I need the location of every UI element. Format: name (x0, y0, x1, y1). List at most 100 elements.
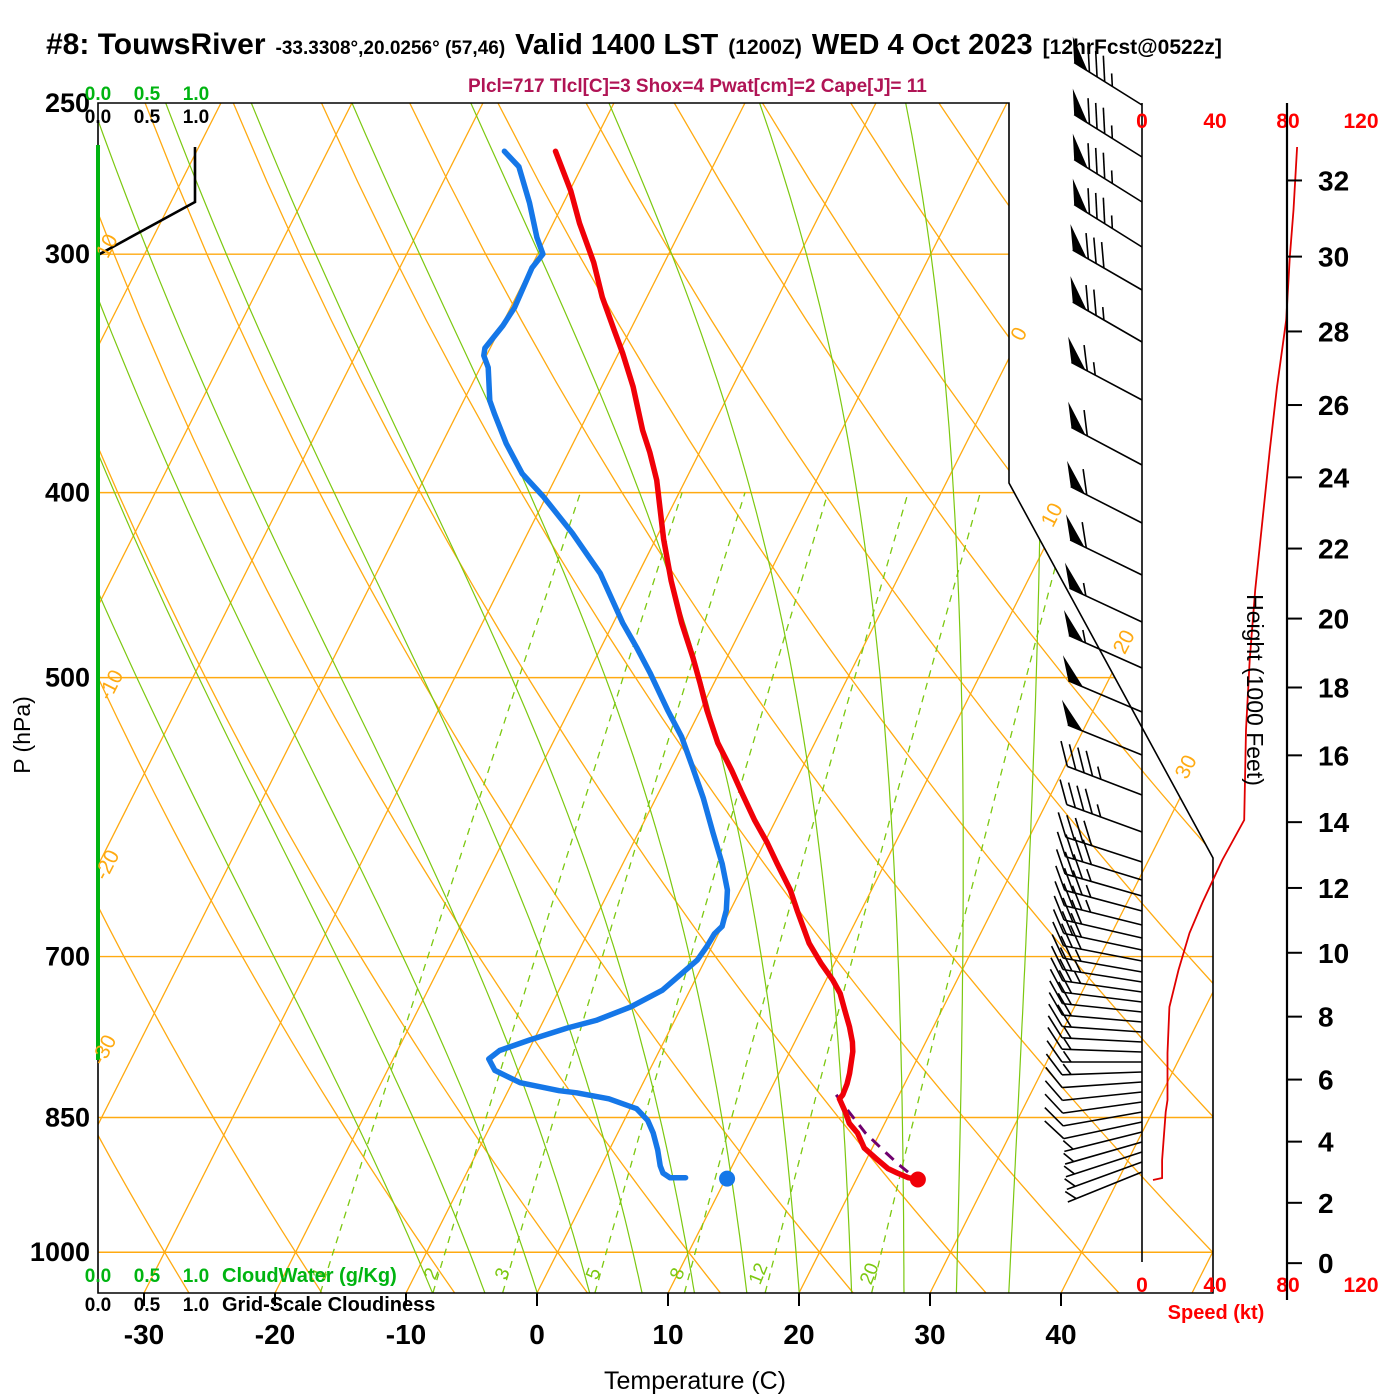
height-tick-label: 20 (1318, 604, 1349, 635)
height-tick-label: 26 (1318, 390, 1349, 421)
barb-full (1052, 921, 1065, 947)
speed-tick-label-top: 40 (1203, 110, 1226, 133)
valid-time: Valid 1400 LST (515, 29, 719, 61)
barb-shaft (1065, 1151, 1143, 1178)
barb-full (1083, 820, 1093, 846)
barb-full (1084, 788, 1093, 815)
barb-full (1071, 885, 1083, 911)
barb-half (1073, 971, 1082, 984)
mixing-ratio-line (683, 492, 909, 1293)
mixing-ratio-label: 2 (420, 1265, 443, 1283)
barb-full (1060, 923, 1074, 948)
cloudiness-scale-bottom: 0.5 (134, 1295, 161, 1316)
barb-full (1059, 947, 1073, 972)
barb-shaft (1070, 361, 1143, 401)
barb-full (1074, 817, 1084, 844)
barb-shaft (1064, 1141, 1143, 1165)
mixing-ratio-label: 8 (666, 1265, 689, 1283)
surface-dewpoint-point (719, 1170, 736, 1187)
barb-shaft (1062, 1002, 1143, 1013)
barb-shaft (1064, 1131, 1143, 1153)
moist-adiabat-line (98, 103, 433, 1293)
barb-full (1063, 867, 1075, 893)
barb-pennant (1072, 178, 1088, 214)
barb-shaft (1064, 873, 1143, 897)
isotherm-line (274, 103, 877, 1293)
isotherm-line (98, 103, 353, 1293)
barb-full (1058, 981, 1073, 1005)
isotherm-label: 10 (1037, 499, 1068, 530)
barb-full (1083, 344, 1089, 371)
mixing-ratio-label: 20 (856, 1260, 883, 1287)
pressure-tick-label: 500 (45, 663, 90, 693)
moist-adiabat-line (470, 103, 800, 1293)
barb-shaft (1064, 904, 1143, 926)
barb-full (1072, 870, 1083, 896)
barb-half (1096, 804, 1102, 818)
cloudiness-scale-bottom: 0.0 (85, 1295, 111, 1316)
barb-shaft (1066, 803, 1143, 833)
barb-full (1047, 1026, 1063, 1050)
barb-full (1076, 785, 1085, 812)
barb-half (1097, 766, 1102, 780)
barb-half (1064, 1178, 1076, 1187)
barb-shaft (1073, 113, 1143, 158)
barb-full (1045, 1053, 1063, 1076)
barb-half (1062, 1063, 1072, 1075)
surface-temperature-point (909, 1171, 926, 1188)
pressure-tick-label: 700 (45, 942, 90, 972)
height-tick-label: 30 (1318, 242, 1349, 273)
barb-half (1110, 215, 1114, 229)
barb-shaft (1062, 1081, 1143, 1089)
barb-half (1110, 125, 1114, 139)
barb-full (1094, 147, 1098, 174)
cloudiness-scale-top: 0.5 (134, 107, 161, 128)
height-tick-label: 10 (1318, 938, 1349, 969)
barb-pennant (1070, 224, 1087, 258)
dry-adiabat-line (409, 103, 1213, 1293)
barb-shaft (1063, 1121, 1143, 1140)
pressure-tick-label: 400 (45, 478, 90, 508)
speed-tick-label-bottom: 40 (1203, 1274, 1226, 1297)
temperature-tick-label: -30 (124, 1319, 164, 1350)
barb-full (1102, 152, 1106, 179)
parcel-path (834, 1093, 916, 1179)
chart-title: #8: TouwsRiver -33.3308°,20.0256° (57,46)… (46, 28, 1386, 62)
barb-shaft (1063, 932, 1143, 951)
temperature-axis-title: Temperature (C) (604, 1367, 786, 1395)
temperature-tick-label: 40 (1045, 1319, 1076, 1350)
dry-adiabat-line (98, 103, 190, 1293)
zulu-time: (1200Z) (728, 36, 802, 59)
barb-shaft (1062, 968, 1143, 983)
isotherm-line (1191, 103, 1213, 1293)
isotherm-line (536, 103, 1139, 1293)
barb-half (1063, 1165, 1075, 1175)
height-axis-title: Height (1000 Feet) (1242, 594, 1268, 786)
mixing-ratio-line (432, 492, 683, 1293)
barb-full (1054, 881, 1066, 906)
barb-shaft (1062, 1091, 1143, 1102)
barb-full (1087, 188, 1091, 215)
cloudiness-legend: Grid-Scale Cloudiness (222, 1294, 435, 1316)
barb-full (1063, 883, 1074, 909)
barb-half (1085, 884, 1092, 898)
barb-full (1055, 865, 1066, 891)
barb-full (1077, 747, 1085, 773)
barb-full (1087, 46, 1091, 73)
isotherm-line (1060, 103, 1213, 1293)
barb-shaft (1062, 1071, 1143, 1076)
temperature-tick-label: 20 (783, 1319, 814, 1350)
temperature-tick-label: 30 (914, 1319, 945, 1350)
barb-half (1062, 1140, 1074, 1150)
barb-full (1094, 50, 1098, 77)
barb-full (1083, 409, 1089, 436)
barb-pennant (1068, 401, 1086, 435)
barb-full (1051, 934, 1064, 959)
moist-adiabat-line (1008, 103, 1042, 1293)
speed-tick-label-top: 0 (1136, 110, 1148, 133)
barb-half (1062, 1050, 1072, 1063)
barb-full (1102, 197, 1106, 224)
height-tick-label: 18 (1318, 673, 1349, 704)
barb-full (1049, 968, 1064, 993)
